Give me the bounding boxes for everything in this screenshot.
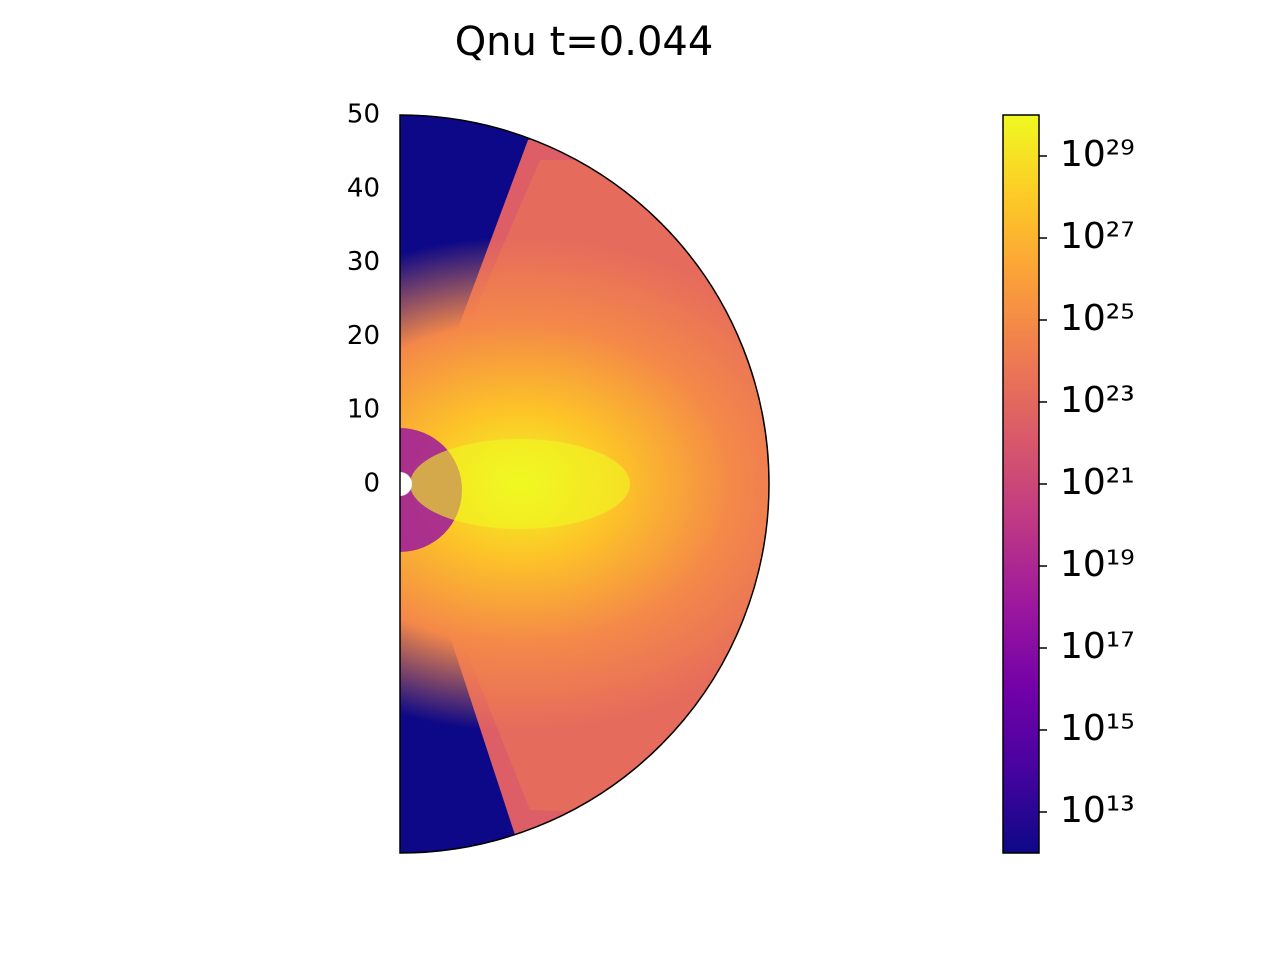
field (400, 115, 769, 853)
colorbar-tick-label: 10²⁹ (1060, 134, 1135, 175)
colorbar-tick-label: 10¹⁷ (1060, 626, 1135, 667)
colorbar-tick-label: 10¹³ (1060, 790, 1135, 831)
y-tick-label: 10 (347, 395, 380, 425)
colorbar: 10¹³ 10¹⁵ 10¹⁷ 10¹⁹ 10²¹ 10²³ 10²⁵ 10²⁷ 10²⁹ (1002, 114, 1135, 854)
colorbar-tick-label: 10²⁵ (1060, 298, 1135, 339)
colorbar-tick-label: 10²³ (1060, 380, 1135, 421)
colorbar-body (1002, 114, 1040, 854)
colorbar-tick-label: 10²¹ (1060, 462, 1135, 503)
y-tick-label: 40 (347, 173, 380, 203)
chart-title: Qnu t=0.044 (455, 19, 714, 65)
y-tick-label: 20 (347, 321, 380, 351)
y-tick-label: 30 (347, 247, 380, 277)
colorbar-tick-label: 10²⁷ (1060, 216, 1135, 257)
y-tick-label: 0 (363, 469, 380, 499)
colorbar-tick-label: 10¹⁹ (1060, 544, 1135, 585)
plot-outline (399, 114, 770, 854)
y-tick-label: 50 (347, 100, 380, 130)
colorbar-tick-label: 10¹⁵ (1060, 708, 1135, 749)
